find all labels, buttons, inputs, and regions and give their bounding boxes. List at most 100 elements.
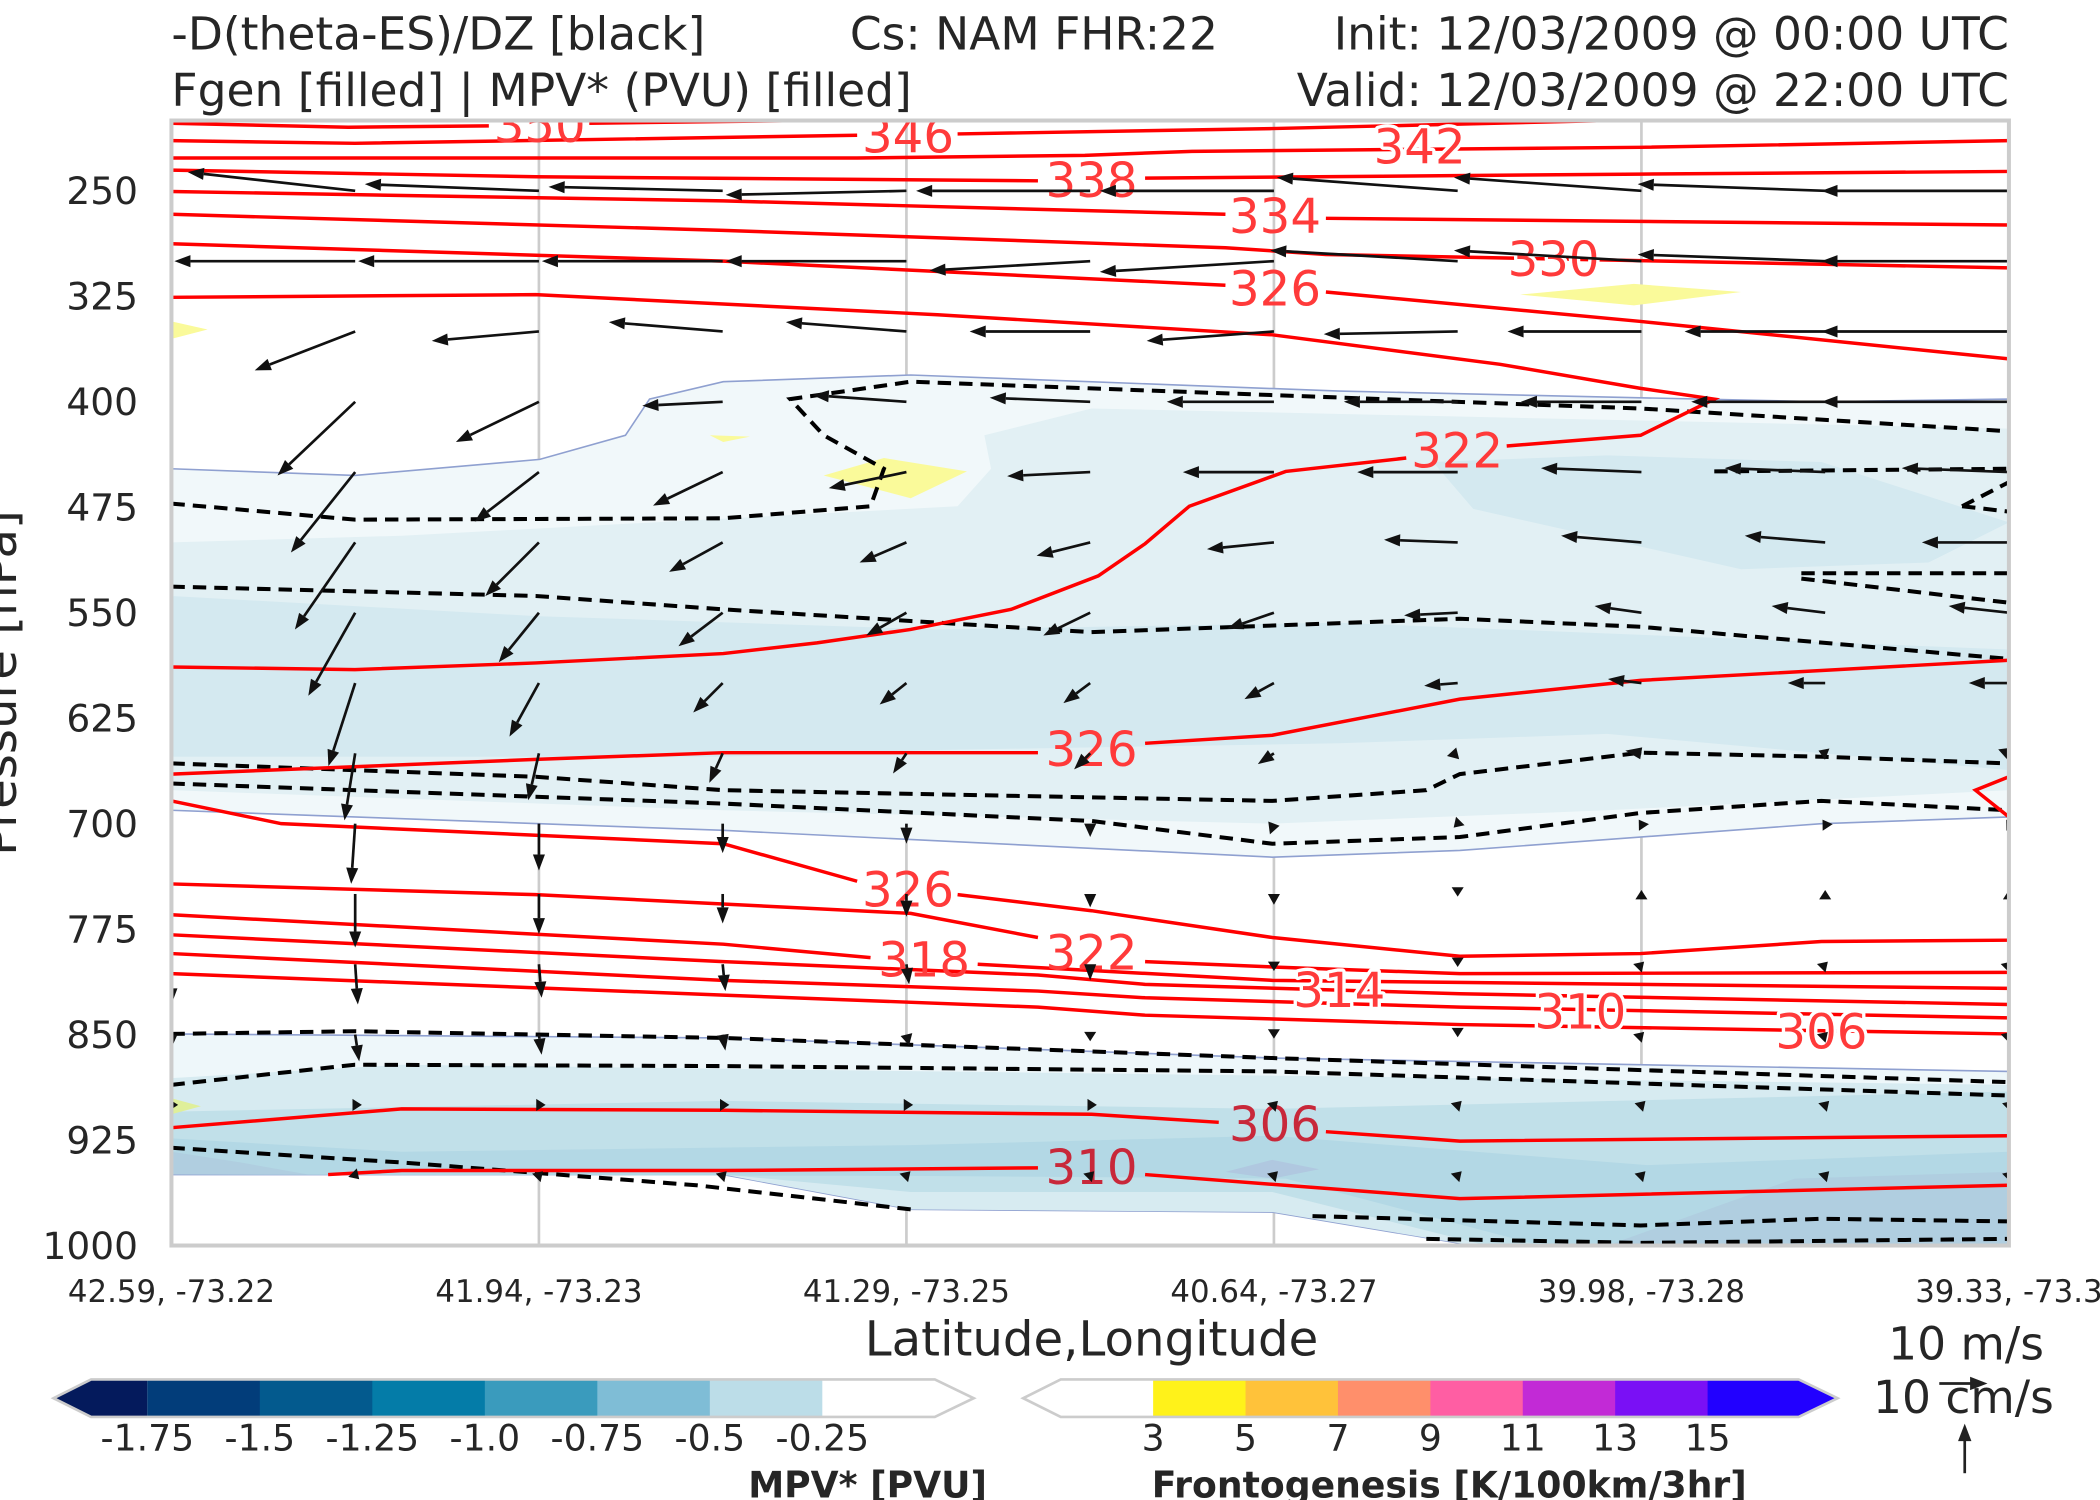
wind-arrow	[608, 317, 723, 333]
wind-arrow	[1816, 961, 1828, 973]
wind-arrow	[350, 1034, 363, 1062]
contour-label: 330	[1508, 232, 1600, 288]
valid-time: Valid: 12/03/2009 @ 22:00 UTC	[1297, 64, 2009, 117]
wind-arrow	[1637, 178, 1826, 193]
wind-arrow	[1821, 325, 2009, 338]
wind-arrow	[2000, 1032, 2009, 1043]
wind-arrow	[341, 753, 357, 821]
wind-arrow	[1244, 681, 1275, 700]
wind-arrow	[358, 255, 539, 268]
colorbar-frontogenesis: 3 5 7 9 11 13 15	[1020, 1378, 1841, 1459]
wind-arrow	[989, 392, 1091, 405]
wind-arrow	[1816, 1031, 1828, 1043]
wind-arrow	[899, 1171, 911, 1183]
contour-label: 350	[494, 98, 586, 154]
contour-label: 326	[1229, 261, 1321, 317]
title-line2: Fgen [filled] | MPV* (PVU) [filled]	[171, 64, 911, 118]
wind-arrow	[725, 255, 907, 268]
wind-arrow	[455, 400, 540, 442]
wind-arrow	[653, 470, 724, 506]
wind-arrow	[1540, 462, 1642, 475]
stability-contours	[171, 379, 2009, 1245]
wind-arrow	[693, 682, 724, 713]
colorbar-segment	[597, 1379, 711, 1417]
y-tick-label: 700	[66, 802, 138, 846]
wind-arrow	[1450, 1171, 1462, 1183]
colorbar-tick-label: -1.5	[225, 1416, 296, 1459]
wind-arrow	[1819, 889, 1832, 900]
wind-vectors	[171, 167, 2009, 1183]
wind-arrow	[1450, 1100, 1462, 1112]
colorbar-tick-label: -0.5	[675, 1416, 746, 1459]
wind-arrow	[1099, 259, 1275, 277]
wind-arrow	[254, 330, 356, 371]
wind-arrow	[364, 178, 539, 193]
wind-arrow	[1270, 245, 1458, 263]
wind-arrow	[900, 893, 913, 917]
wind-arrow	[879, 681, 908, 705]
wind-arrow	[349, 893, 362, 948]
wind-arrow	[1206, 541, 1275, 554]
wind-arrow	[1182, 466, 1274, 479]
contour-label: 310	[1534, 985, 1626, 1041]
colorbar-segment	[1153, 1379, 1247, 1417]
wind-arrow	[1607, 674, 1642, 687]
wind-arrow	[719, 1098, 730, 1111]
wind-arrow	[1063, 681, 1091, 704]
colorbar-segment	[1707, 1379, 1801, 1417]
contour-label: 322	[1411, 423, 1503, 479]
wind-arrow	[290, 471, 357, 553]
wind-arrow	[716, 1033, 729, 1051]
wind-arrow	[346, 823, 359, 884]
wind-arrow	[474, 471, 540, 522]
colorbar-segment	[1615, 1379, 1709, 1417]
wind-arrow	[1424, 678, 1458, 691]
wind-arrow	[1968, 677, 2009, 690]
wind-arrow	[536, 1098, 546, 1111]
colorbar-tick-label: 11	[1500, 1416, 1546, 1459]
colorbar-mpv-label: MPV* [PVU]	[748, 1463, 987, 1500]
wind-arrow	[1634, 1100, 1646, 1112]
colorbar-fgen-label: Frontogenesis [K/100km/3hr]	[1152, 1463, 1747, 1500]
contour-label: 326	[1046, 722, 1138, 778]
wind-arrow	[785, 317, 907, 333]
wind-arrow	[916, 184, 1091, 197]
x-axis-ticks: 42.59, -73.22 41.94, -73.23 41.29, -73.25 4…	[68, 1274, 2100, 1310]
wind-arrow	[1084, 893, 1097, 908]
wind-arrow	[725, 188, 907, 201]
center-title: Cs: NAM FHR:22	[850, 8, 1218, 61]
wind-arrow	[1901, 462, 2009, 475]
title-line1: -D(theta-ES)/DZ [black]	[171, 8, 705, 61]
colorbar-segment	[1430, 1379, 1524, 1417]
theta-e-contours	[171, 120, 2009, 1201]
wind-arrow	[1446, 747, 1460, 760]
colorbar-segment	[709, 1379, 823, 1417]
wind-arrow	[901, 964, 913, 985]
plot-frame	[169, 118, 2011, 1248]
wind-arrow	[2000, 962, 2009, 973]
wind-arrow	[431, 330, 540, 346]
wind-arrow	[1637, 249, 1826, 263]
colorbar-tick-label: 7	[1326, 1416, 1349, 1459]
contour-label: 318	[878, 932, 970, 988]
wind-arrow	[1276, 172, 1458, 193]
wind-arrow	[525, 753, 541, 801]
wind-arrow	[1744, 531, 1826, 544]
colorbar-tick-label: 15	[1685, 1416, 1731, 1459]
wind-arrow	[1691, 395, 1826, 408]
colorbar-tick-label: 3	[1142, 1416, 1165, 1459]
wind-arrow	[541, 255, 723, 268]
colorbar-extend-left	[53, 1379, 148, 1417]
y-axis-ticks: 250 325 400 475 550 625 700 775 850 925 1000	[43, 169, 138, 1268]
y-tick-label: 850	[66, 1013, 138, 1057]
wind-arrow	[1267, 893, 1280, 905]
wind-arrow	[1451, 1027, 1464, 1038]
wind-arrow	[174, 255, 356, 268]
wind-arrow	[1561, 531, 1642, 544]
wind-arrow	[669, 541, 724, 572]
wind-arrow	[1787, 677, 1826, 690]
wind-arrow	[1084, 964, 1097, 981]
wind-arrow	[1771, 602, 1826, 615]
wind-arrow	[1166, 395, 1274, 408]
